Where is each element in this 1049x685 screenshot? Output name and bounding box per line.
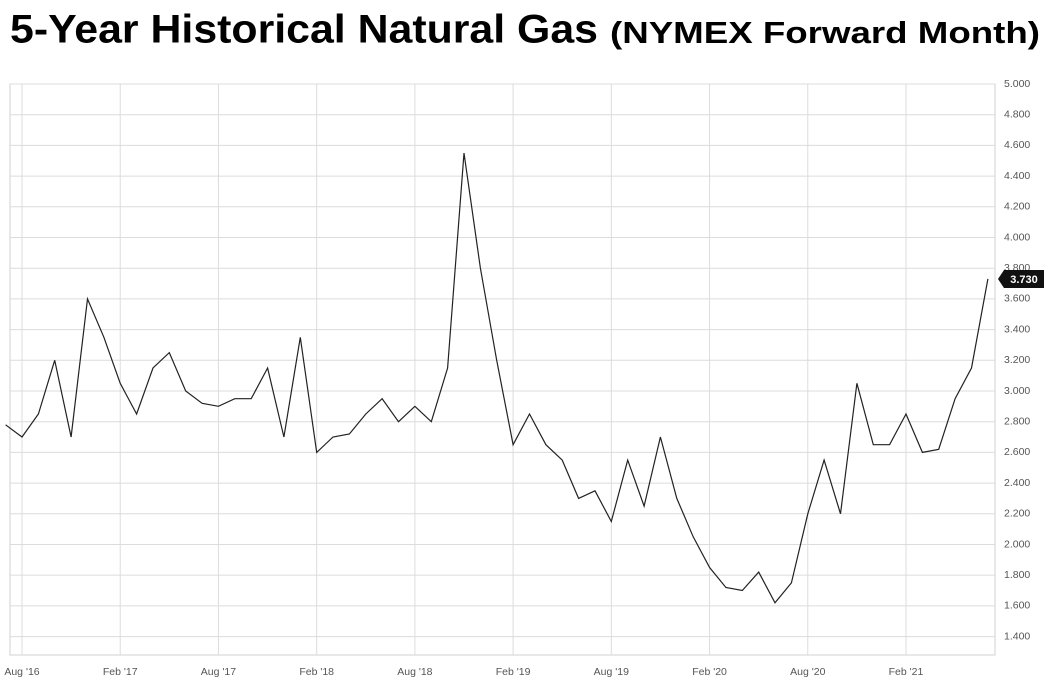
- y-tick-label: 1.600: [1004, 600, 1030, 612]
- y-tick-label: 4.600: [1004, 139, 1030, 151]
- value-label: 3.730: [1010, 274, 1038, 286]
- x-tick-label: Feb '17: [103, 666, 138, 678]
- x-tick-label: Aug '20: [790, 666, 825, 678]
- y-tick-label: 4.200: [1004, 201, 1030, 213]
- chart-title: 5-Year Historical Natural Gas: [10, 8, 598, 52]
- x-tick-label: Feb '20: [692, 666, 727, 678]
- y-tick-label: 1.800: [1004, 569, 1030, 581]
- x-tick-label: Aug '18: [397, 666, 432, 678]
- value-badge: [998, 269, 1044, 288]
- price-line: [5, 153, 989, 604]
- y-tick-label: 3.200: [1004, 354, 1030, 366]
- y-tick-label: 3.000: [1004, 385, 1030, 397]
- y-tick-label: 4.000: [1004, 231, 1030, 243]
- y-tick-label: 2.200: [1004, 508, 1030, 520]
- y-tick-label: 2.600: [1004, 446, 1030, 458]
- y-tick-label: 1.400: [1004, 630, 1030, 642]
- y-tick-label: 4.400: [1004, 170, 1030, 182]
- x-tick-label: Feb '19: [496, 666, 531, 678]
- y-tick-label: 3.400: [1004, 323, 1030, 335]
- y-tick-label: 3.600: [1004, 293, 1030, 305]
- plot-frame: [9, 83, 996, 656]
- x-tick-label: Aug '16: [4, 666, 39, 678]
- y-tick-label: 2.000: [1004, 538, 1030, 550]
- x-tick-label: Aug '19: [594, 666, 629, 678]
- y-tick-label: 4.800: [1004, 108, 1030, 120]
- y-tick-label: 2.800: [1004, 415, 1030, 427]
- x-tick-label: Feb '21: [889, 666, 924, 678]
- x-tick-label: Aug '17: [201, 666, 236, 678]
- x-tick-label: Feb '18: [299, 666, 334, 678]
- y-tick-label: 2.400: [1004, 477, 1030, 489]
- y-tick-label: 5.000: [1004, 78, 1030, 90]
- chart-subtitle: (NYMEX Forward Month): [610, 15, 1040, 50]
